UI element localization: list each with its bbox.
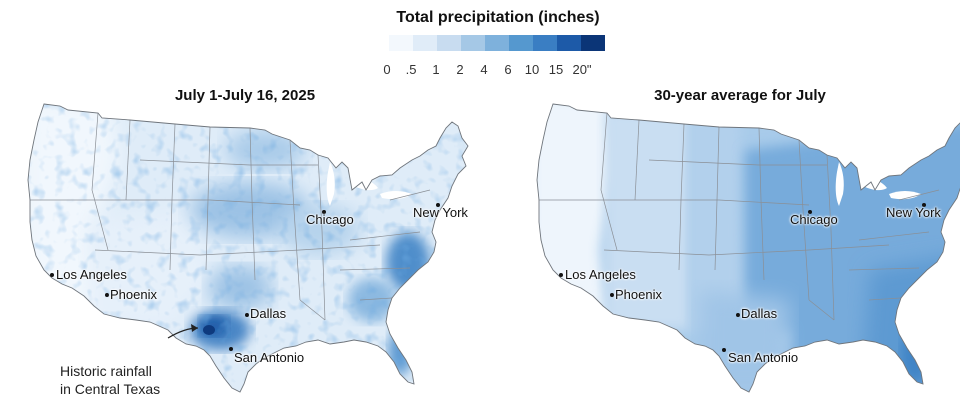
- annotation-arrowhead: [191, 324, 198, 332]
- new-york-marker: [922, 203, 926, 207]
- right-state-borders: [539, 112, 940, 321]
- left-label-los-angeles: Los Angeles: [56, 267, 127, 282]
- legend-tick: 0: [383, 62, 391, 77]
- chicago-marker: [808, 210, 812, 214]
- new-york-marker: [436, 203, 440, 207]
- san-antonio-marker: [229, 347, 233, 351]
- dallas-marker: [736, 313, 740, 317]
- legend-title: Total precipitation (inches): [396, 9, 600, 26]
- great-lakes: [326, 162, 921, 206]
- central-texas-annotation: Historic rainfall in Central Texas: [60, 362, 190, 398]
- legend-swatch: [461, 35, 485, 51]
- legend-tick: .5: [405, 62, 417, 77]
- right-label-chicago: Chicago: [790, 212, 838, 227]
- legend-swatch: [581, 35, 605, 51]
- annotation-line-2: in Central Texas: [60, 381, 161, 397]
- legend-swatch: [413, 35, 437, 51]
- legend-tick: 1: [432, 62, 440, 77]
- right-label-san-antonio: San Antonio: [728, 350, 799, 365]
- legend-tick: 4: [480, 62, 488, 77]
- right-label-dallas: Dallas: [741, 306, 778, 321]
- legend-swatch: [533, 35, 557, 51]
- left-panel-title: July 1-July 16, 2025: [174, 87, 316, 104]
- legend-color-bar: [389, 35, 605, 51]
- phoenix-marker: [610, 293, 614, 297]
- left-label-new-york: New York: [413, 205, 468, 220]
- legend-swatch: [557, 35, 581, 51]
- right-panel-title: 30-year average for July: [654, 87, 826, 104]
- dallas-marker: [245, 313, 249, 317]
- legend-tick: 15: [548, 62, 564, 77]
- left-label-phoenix: Phoenix: [110, 287, 157, 302]
- legend-swatch: [437, 35, 461, 51]
- right-label-new-york: New York: [886, 205, 941, 220]
- los-angeles-marker: [50, 273, 54, 277]
- phoenix-marker: [105, 293, 109, 297]
- left-label-san-antonio: San Antonio: [234, 350, 305, 365]
- legend-tick: 2: [456, 62, 464, 77]
- legend-swatch: [509, 35, 533, 51]
- legend-swatch: [485, 35, 509, 51]
- los-angeles-marker: [559, 273, 563, 277]
- legend-tick: 10: [524, 62, 540, 77]
- right-label-los-angeles: Los Angeles: [565, 267, 636, 282]
- right-label-phoenix: Phoenix: [615, 287, 662, 302]
- annotation-line-1: Historic rainfall: [60, 363, 152, 379]
- chicago-marker: [322, 210, 326, 214]
- left-label-chicago: Chicago: [306, 212, 354, 227]
- left-label-dallas: Dallas: [250, 306, 287, 321]
- legend-tick: 6: [504, 62, 512, 77]
- san-antonio-marker: [722, 348, 726, 352]
- legend-swatch: [389, 35, 413, 51]
- left-state-borders: [30, 112, 431, 321]
- legend-tick: 20": [572, 62, 592, 77]
